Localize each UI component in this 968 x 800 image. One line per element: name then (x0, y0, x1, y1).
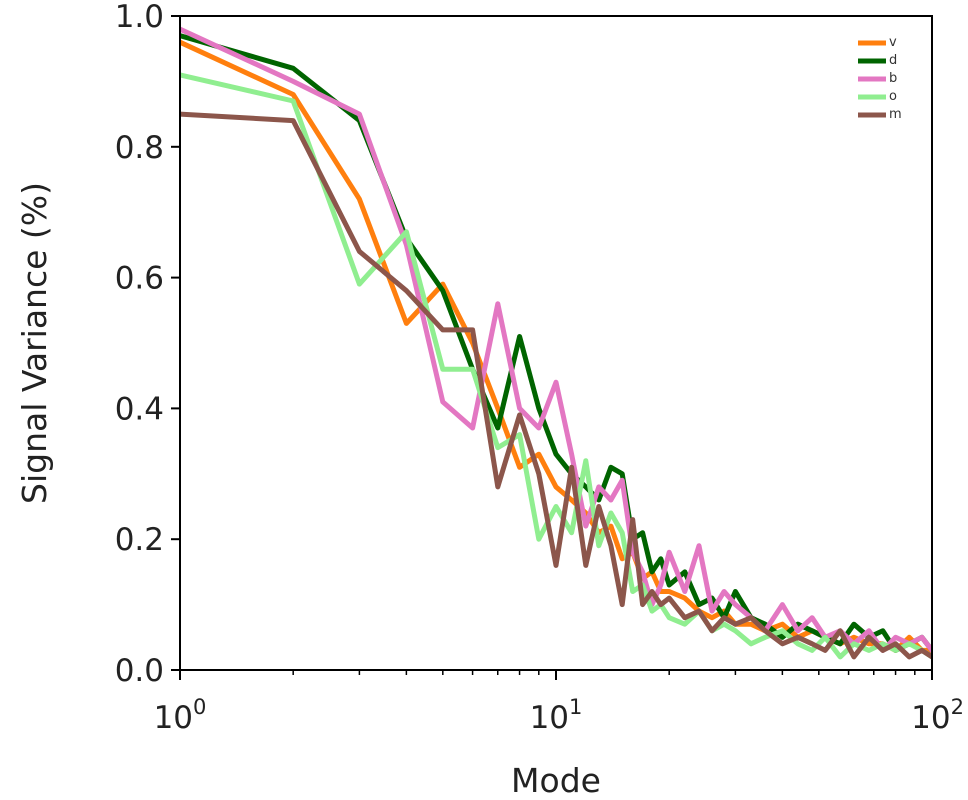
x-axis: 100 101 102 (154, 670, 964, 736)
series-line-b (180, 26, 932, 653)
y-tick-label: 0.8 (115, 130, 164, 166)
legend-label-m: m (889, 107, 902, 122)
legend-label-o: o (889, 89, 897, 104)
x-axis-label: Mode (511, 761, 601, 800)
series-layer (180, 26, 932, 660)
y-tick-label: 0.4 (115, 391, 164, 427)
series-line-o (180, 72, 932, 660)
legend-label-b: b (889, 71, 897, 86)
x-tick-label: 101 (530, 695, 583, 736)
y-axis-label: Signal Variance (%) (15, 182, 54, 504)
legend-label-v: v (889, 35, 897, 50)
y-tick-label: 0.0 (115, 653, 164, 689)
y-axis: 0.0 0.2 0.4 0.6 0.8 1.0 (115, 0, 180, 689)
y-tick-label: 1.0 (115, 0, 164, 35)
series-line-d (180, 33, 932, 653)
y-tick-label: 0.6 (115, 261, 164, 297)
x-tick-label: 100 (154, 695, 207, 736)
series-line-m (180, 111, 932, 660)
x-tick-label: 102 (911, 695, 964, 736)
legend-label-d: d (889, 53, 897, 68)
plot-frame (179, 15, 933, 671)
y-tick-label: 0.2 (115, 522, 164, 558)
